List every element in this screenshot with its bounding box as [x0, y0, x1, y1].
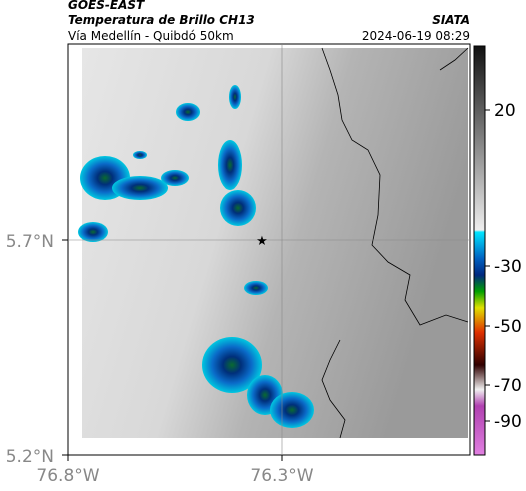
- station-marker: ★: [256, 234, 268, 249]
- colorbar-tick-label: -30: [494, 257, 522, 277]
- colorbar-tick-label: 20: [494, 101, 516, 121]
- border: [439, 47, 469, 71]
- colorbar-tick-label: -70: [494, 376, 522, 396]
- title: GOES-EAST: [68, 0, 145, 12]
- colorbar: [473, 45, 486, 456]
- imagery: [82, 48, 468, 438]
- route: Vía Medellín - Quibdó 50km: [68, 29, 234, 43]
- datetime: 2024-06-19 08:29: [362, 29, 470, 43]
- river: [321, 339, 346, 439]
- labels: 76.8°W 76.3°W 5.7°N 5.2°N 20 -30 -50 -70 -90: [6, 101, 522, 486]
- map: ★: [67, 43, 471, 456]
- colorbar-tick-label: -90: [494, 412, 522, 432]
- x-tick-label: 76.3°W: [250, 466, 313, 486]
- border: [321, 47, 469, 326]
- clouds: [78, 85, 314, 428]
- x-tick-label: 76.8°W: [36, 466, 99, 486]
- y-tick-label: 5.7°N: [6, 232, 54, 252]
- subtitle: Temperatura de Brillo CH13: [68, 13, 255, 27]
- colorbar-tick-label: -50: [494, 317, 522, 337]
- y-tick-label: 5.2°N: [6, 447, 54, 467]
- source: SIATA: [432, 13, 470, 27]
